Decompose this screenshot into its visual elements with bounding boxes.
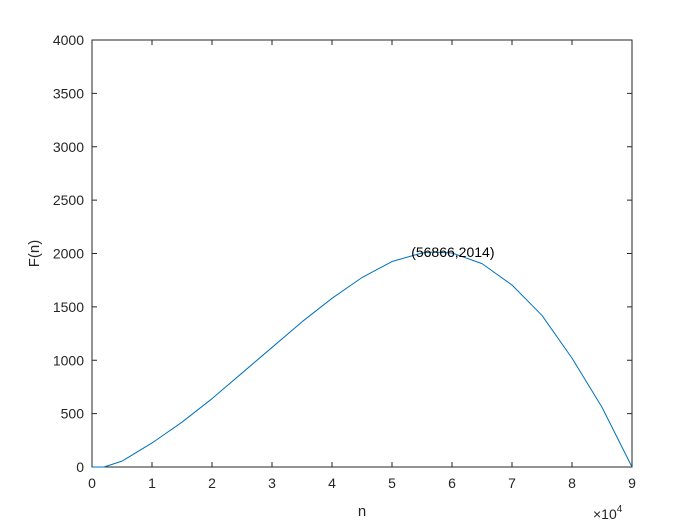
x-tick-label: 3: [268, 475, 276, 491]
series-line-0: [92, 251, 633, 468]
y-tick-label: 3500: [53, 85, 84, 101]
x-tick-label: 0: [88, 475, 96, 491]
y-tick-label: 1500: [53, 299, 84, 315]
x-tick-label: 6: [448, 475, 456, 491]
x-tick-label: 9: [628, 475, 636, 491]
x-axis-ticks: 0 1 2 3 4 5 6 7 8 9: [88, 40, 636, 491]
x-tick-label: 8: [568, 475, 576, 491]
y-tick-label: 3000: [53, 139, 84, 155]
y-tick-label: 2000: [53, 246, 84, 262]
x-axis-exponent-power: 4: [617, 504, 623, 515]
y-axis-label: F(n): [26, 240, 43, 268]
x-tick-label: 4: [328, 475, 336, 491]
x-axis-exponent-base: ×10: [593, 506, 617, 522]
annotations-layer: (56866,2014): [411, 244, 494, 260]
y-tick-label: 1000: [53, 352, 84, 368]
plot-box: [91, 39, 633, 468]
series-layer: [92, 251, 633, 468]
x-tick-label: 5: [388, 475, 396, 491]
x-tick-label: 7: [508, 475, 516, 491]
y-axis-ticks: 0 500 1000 1500 2000 2500 3000 3500 4000: [53, 32, 632, 475]
y-tick-label: 500: [61, 406, 85, 422]
peak-annotation: (56866,2014): [411, 244, 494, 260]
x-axis-exponent: ×104: [593, 504, 623, 522]
y-tick-label: 2500: [53, 192, 84, 208]
y-tick-label: 4000: [53, 32, 84, 48]
x-tick-label: 1: [148, 475, 156, 491]
x-axis-label: n: [358, 503, 366, 520]
axes-area: [91, 39, 633, 468]
y-tick-label: 0: [76, 459, 84, 475]
x-tick-label: 2: [208, 475, 216, 491]
